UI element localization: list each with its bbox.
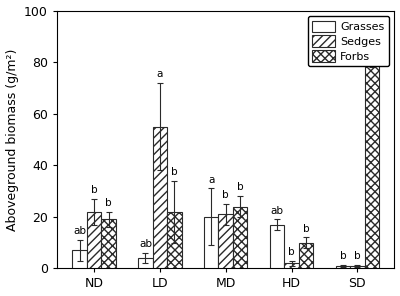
Bar	[101, 219, 116, 268]
Bar	[167, 212, 182, 268]
Bar	[72, 250, 87, 268]
Bar	[87, 212, 101, 268]
Bar	[299, 243, 313, 268]
Bar	[218, 214, 233, 268]
Text: b: b	[237, 182, 244, 192]
Text: b: b	[105, 198, 112, 208]
Text: ab: ab	[73, 226, 86, 236]
Y-axis label: Aboveground biomass (g/m²): Aboveground biomass (g/m²)	[6, 48, 18, 231]
Bar	[284, 263, 299, 268]
Text: b: b	[91, 185, 97, 195]
Text: ab: ab	[270, 205, 284, 215]
Legend: Grasses, Sedges, Forbs: Grasses, Sedges, Forbs	[308, 16, 389, 66]
Text: a: a	[208, 175, 214, 185]
Text: ab: ab	[139, 239, 152, 249]
Bar	[350, 266, 365, 268]
Bar	[365, 52, 379, 268]
Bar	[153, 127, 167, 268]
Text: b: b	[340, 251, 346, 261]
Text: a: a	[369, 22, 375, 33]
Bar	[233, 207, 248, 268]
Bar	[336, 266, 350, 268]
Bar	[270, 225, 284, 268]
Text: b: b	[354, 251, 361, 261]
Bar	[204, 217, 218, 268]
Text: b: b	[288, 247, 295, 257]
Bar	[138, 258, 153, 268]
Text: b: b	[222, 190, 229, 200]
Text: a: a	[157, 69, 163, 79]
Text: b: b	[303, 223, 309, 234]
Text: b: b	[171, 167, 178, 177]
